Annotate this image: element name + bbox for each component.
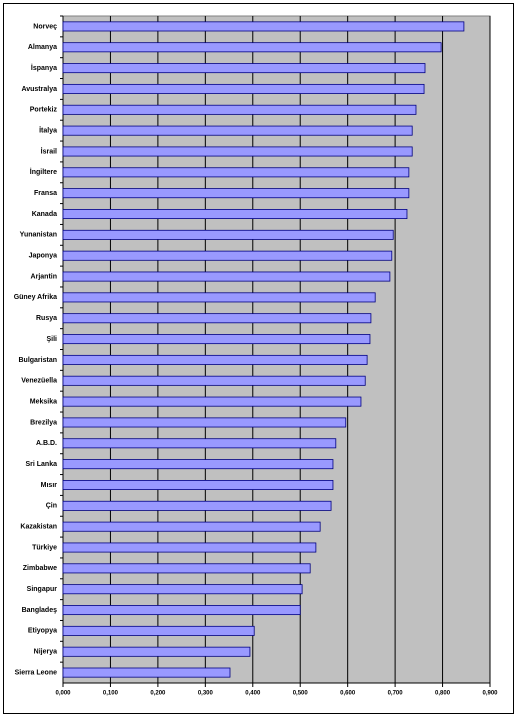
plot-area	[62, 15, 491, 684]
y-tick-label: Çin	[46, 503, 57, 510]
bar	[62, 125, 413, 136]
bar	[62, 104, 417, 115]
bar	[62, 42, 442, 53]
bar	[62, 605, 301, 616]
bar	[62, 354, 368, 365]
y-tick-label: İtalya	[39, 126, 57, 134]
y-tick-label: Portekiz	[30, 107, 58, 114]
bar	[62, 167, 410, 178]
y-tick-label: Sierra Leone	[15, 669, 58, 676]
bar	[62, 500, 332, 511]
bar	[62, 271, 391, 282]
bar	[62, 188, 410, 199]
y-tick-label: Venezüella	[21, 378, 57, 385]
y-tick-label: Almanya	[28, 44, 57, 51]
x-tick-label: 0,300	[198, 691, 214, 697]
bar	[62, 83, 425, 94]
bar	[62, 584, 303, 595]
bar	[62, 313, 372, 324]
bar	[62, 396, 362, 407]
y-tick-label: Etiyopya	[28, 628, 57, 635]
bar	[62, 146, 413, 157]
y-tick-label: A.B.D.	[36, 440, 57, 447]
y-tick-label: Güney Afrika	[14, 294, 57, 301]
y-tick-label: İsrail	[41, 147, 57, 155]
y-tick-label: Şili	[46, 336, 57, 343]
bar	[62, 21, 465, 32]
x-tick-label: 0,900	[482, 691, 498, 697]
x-tick-label: 0,600	[340, 691, 356, 697]
y-tick-label: Avustralya	[21, 86, 57, 93]
bar	[62, 563, 311, 574]
y-tick-label: Yunanistan	[20, 232, 57, 239]
bar	[62, 375, 366, 386]
bar	[62, 459, 334, 470]
y-tick-label: Kanada	[32, 211, 57, 218]
y-tick-label: Nijerya	[34, 649, 57, 656]
bar	[62, 646, 251, 657]
y-tick-label: Japonya	[29, 253, 58, 260]
bar	[62, 667, 231, 678]
bar	[62, 229, 394, 240]
bar	[62, 417, 347, 428]
bar	[62, 521, 321, 532]
x-tick-label: 0,500	[293, 691, 309, 697]
y-tick-label: İngiltere	[30, 168, 57, 176]
y-tick-label: Bulgaristan	[18, 357, 57, 364]
y-tick-label: Singapur	[27, 586, 58, 593]
bar	[62, 438, 337, 449]
y-tick-label: Fransa	[34, 190, 57, 197]
bar	[62, 292, 376, 303]
y-tick-label: Brezilya	[30, 419, 57, 426]
x-tick-label: 0,200	[150, 691, 166, 697]
x-tick-label: 0,800	[435, 691, 451, 697]
y-tick-label: İspanya	[31, 64, 57, 72]
x-tick-label: 0,700	[388, 691, 404, 697]
x-tick-label: 0,400	[245, 691, 261, 697]
bar	[62, 542, 317, 553]
y-tick-label: Norveç	[33, 23, 57, 30]
y-tick-label: Zimbabwe	[23, 565, 57, 572]
y-tick-label: Sri Lanka	[25, 461, 57, 468]
bar	[62, 63, 426, 74]
y-tick-label: Meksika	[30, 398, 57, 405]
y-tick-label: Kazakistan	[20, 524, 57, 531]
x-tick-label: 0,000	[55, 691, 71, 697]
y-tick-label: Arjantin	[31, 273, 57, 280]
x-tick-label: 0,100	[103, 691, 119, 697]
y-tick-label: Rusya	[36, 315, 57, 322]
y-tick-label: Bangladeş	[22, 607, 58, 614]
y-tick-label: Türkiye	[32, 544, 57, 551]
y-tick-label: Mısır	[41, 482, 58, 489]
bar	[62, 479, 334, 490]
bar	[62, 209, 408, 220]
bar	[62, 250, 393, 261]
bar	[62, 334, 371, 345]
bar	[62, 625, 255, 636]
